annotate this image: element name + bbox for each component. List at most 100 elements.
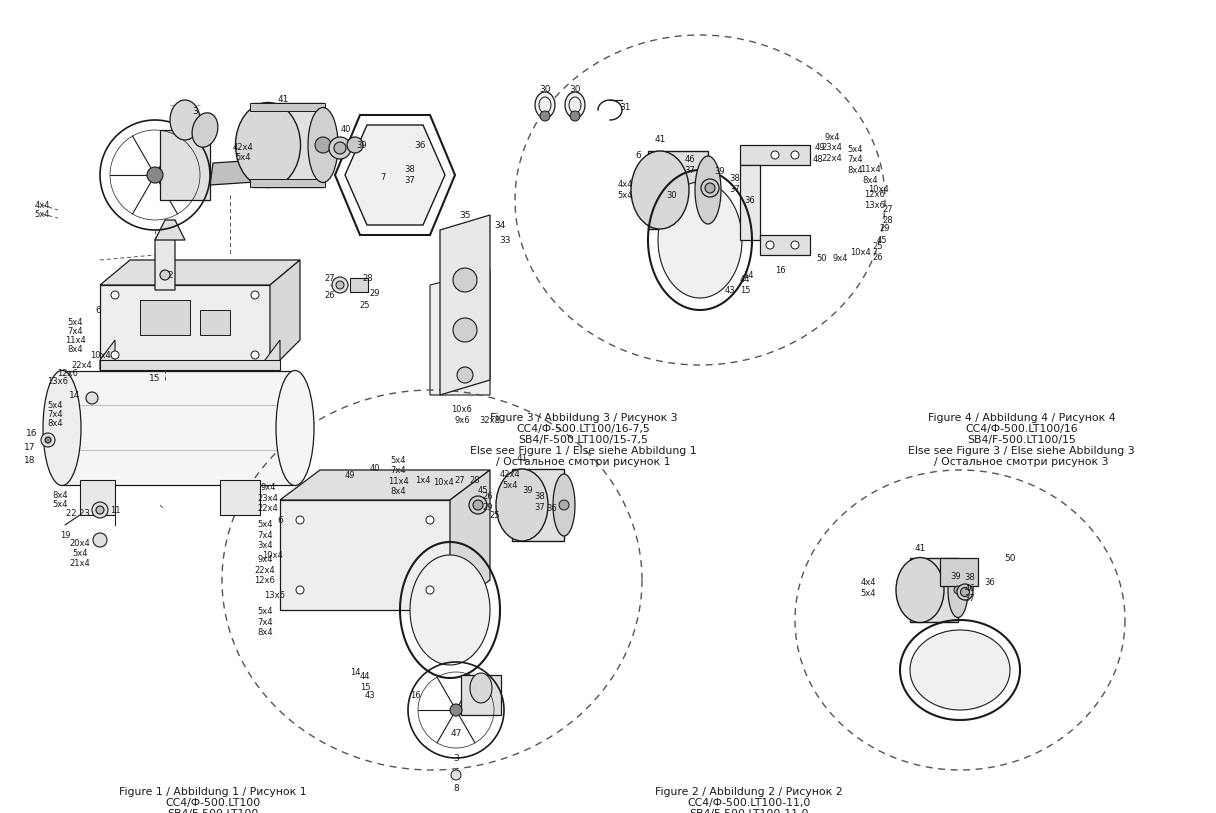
Text: 5x4: 5x4	[72, 549, 88, 558]
Text: 2: 2	[167, 271, 173, 280]
Text: 9x4
23x4
22x4: 9x4 23x4 22x4	[258, 483, 278, 513]
Text: 45: 45	[877, 236, 888, 245]
Polygon shape	[154, 220, 185, 240]
Text: 38
37: 38 37	[730, 174, 741, 193]
Text: 33: 33	[500, 236, 511, 245]
Text: 16: 16	[775, 266, 786, 275]
Circle shape	[790, 241, 799, 249]
Circle shape	[336, 281, 344, 289]
Text: 41: 41	[517, 454, 528, 463]
Text: 3: 3	[192, 107, 198, 116]
Text: 5x4: 5x4	[47, 401, 63, 410]
Text: Figure 4 / Abbildung 4 / Рисунок 4: Figure 4 / Abbildung 4 / Рисунок 4	[928, 413, 1115, 423]
Ellipse shape	[565, 92, 585, 118]
Text: 44
15: 44 15	[739, 276, 750, 294]
Text: 13x6: 13x6	[265, 590, 286, 599]
Text: 5x4
7x4
8x4: 5x4 7x4 8x4	[848, 145, 863, 175]
Circle shape	[790, 151, 799, 159]
Ellipse shape	[957, 584, 973, 600]
Circle shape	[426, 516, 434, 524]
Text: Else see Figure 1 / Else siehe Abbildung 1: Else see Figure 1 / Else siehe Abbildung…	[471, 446, 697, 456]
Polygon shape	[461, 675, 501, 715]
Ellipse shape	[473, 500, 483, 510]
Text: 38
37: 38 37	[535, 493, 545, 511]
Text: 13x6: 13x6	[47, 376, 68, 385]
Text: 27: 27	[325, 273, 336, 282]
Text: 7x4: 7x4	[67, 327, 83, 336]
Text: 5x4
7x4
8x4: 5x4 7x4 8x4	[258, 607, 272, 637]
Ellipse shape	[192, 113, 218, 147]
Circle shape	[570, 111, 580, 121]
Text: 31: 31	[619, 102, 631, 111]
Text: 5x4
7x4
3x4: 5x4 7x4 3x4	[258, 520, 272, 550]
Polygon shape	[410, 555, 490, 665]
Text: Else see Figure 3 / Else siehe Abbildung 3: Else see Figure 3 / Else siehe Abbildung…	[908, 446, 1135, 456]
Ellipse shape	[330, 137, 351, 159]
Text: 18: 18	[24, 455, 35, 464]
Text: SB4/F-500.LT100/15: SB4/F-500.LT100/15	[967, 435, 1076, 445]
Text: 25
26: 25 26	[873, 242, 883, 262]
Circle shape	[92, 502, 108, 518]
Text: 5x4: 5x4	[52, 499, 68, 508]
Text: 36: 36	[415, 141, 426, 150]
Text: 20x4: 20x4	[69, 538, 90, 547]
Ellipse shape	[535, 92, 554, 118]
Text: 26
29: 26 29	[483, 493, 494, 511]
Text: Figure 2 / Abbildung 2 / Рисунок 2: Figure 2 / Abbildung 2 / Рисунок 2	[655, 787, 843, 797]
Text: 10x4: 10x4	[261, 550, 282, 559]
Text: SB4/F-500.LT100: SB4/F-500.LT100	[167, 809, 259, 813]
Text: 22 23: 22 23	[66, 508, 90, 518]
Text: 36: 36	[547, 503, 557, 512]
Polygon shape	[100, 340, 116, 370]
Bar	[140, 300, 190, 335]
Bar	[250, 103, 325, 111]
Ellipse shape	[43, 371, 81, 485]
Text: 41: 41	[914, 544, 925, 553]
Text: 47: 47	[450, 728, 462, 737]
Circle shape	[454, 268, 477, 292]
Polygon shape	[161, 130, 210, 200]
Text: 25: 25	[490, 511, 500, 520]
Text: 11x4: 11x4	[64, 336, 85, 345]
Circle shape	[111, 351, 119, 359]
Text: 39: 39	[715, 167, 725, 176]
Text: 34: 34	[495, 220, 506, 229]
Text: 21x4: 21x4	[69, 559, 90, 567]
Text: 45: 45	[478, 485, 489, 494]
Circle shape	[92, 533, 107, 547]
Polygon shape	[345, 125, 445, 225]
Text: 4x4: 4x4	[34, 201, 50, 210]
Text: СС4/Ф-500.LT100/16: СС4/Ф-500.LT100/16	[966, 424, 1077, 434]
Circle shape	[86, 392, 98, 404]
Polygon shape	[512, 469, 564, 541]
Text: 43: 43	[725, 285, 736, 294]
Text: 32x8: 32x8	[479, 415, 501, 424]
Ellipse shape	[948, 563, 968, 618]
Polygon shape	[910, 558, 958, 622]
Text: 4x4
5x4: 4x4 5x4	[618, 180, 632, 200]
Text: 42x4
5x4: 42x4 5x4	[500, 470, 520, 489]
Circle shape	[766, 241, 775, 249]
Text: 12x6: 12x6	[57, 368, 79, 377]
Polygon shape	[100, 260, 300, 285]
Ellipse shape	[896, 558, 944, 623]
Text: 7x4: 7x4	[47, 410, 63, 419]
Text: 12x6
13x6: 12x6 13x6	[865, 190, 885, 210]
Polygon shape	[220, 480, 260, 515]
Circle shape	[147, 167, 163, 183]
Text: 40: 40	[370, 463, 381, 472]
Polygon shape	[100, 285, 270, 370]
Text: 7: 7	[381, 173, 385, 182]
Text: SB4/F-500.LT100-11,0: SB4/F-500.LT100-11,0	[689, 809, 809, 813]
Text: 50: 50	[817, 254, 827, 263]
Text: 8: 8	[454, 784, 458, 793]
Ellipse shape	[553, 474, 575, 536]
Ellipse shape	[469, 496, 486, 514]
Circle shape	[702, 184, 714, 196]
Polygon shape	[62, 371, 295, 485]
Text: 5x4: 5x4	[235, 153, 250, 162]
Circle shape	[450, 704, 462, 716]
Text: 4x4
5x4: 4x4 5x4	[860, 578, 876, 598]
Polygon shape	[270, 260, 300, 370]
Circle shape	[315, 137, 331, 153]
